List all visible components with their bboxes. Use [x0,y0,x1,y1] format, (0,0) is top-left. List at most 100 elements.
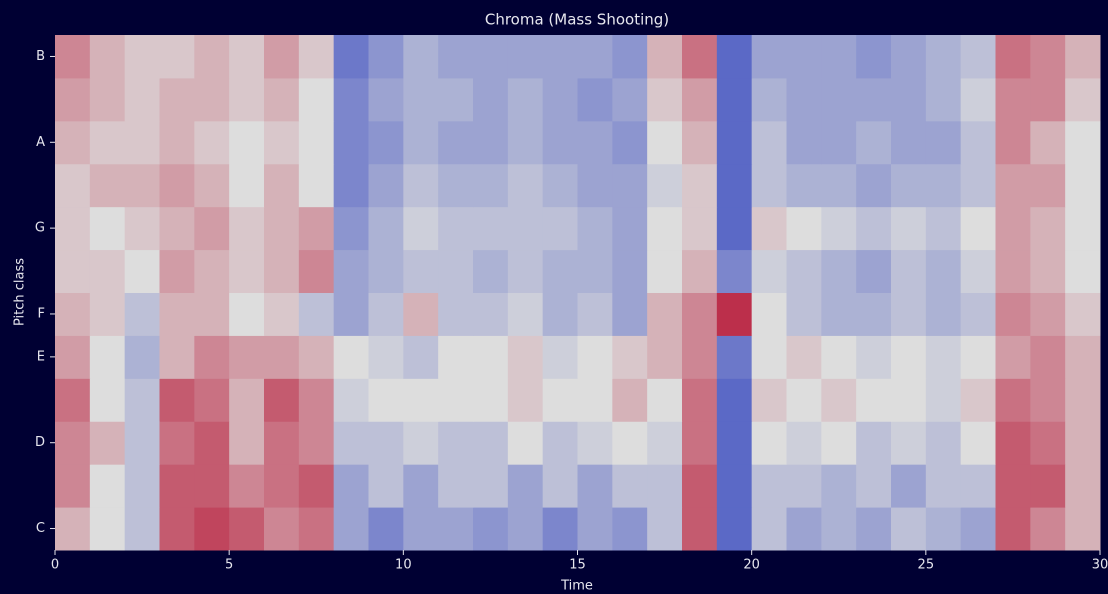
heatmap-cell [925,464,962,508]
chart-title: Chroma (Mass Shooting) [485,11,669,29]
heatmap-cell [473,421,509,465]
heatmap-cell [507,77,544,122]
heatmap-cell [542,163,578,208]
heatmap-cell [89,206,126,251]
heatmap-cell [507,335,544,379]
heatmap-cell [716,335,753,379]
heatmap-cell [124,335,160,379]
heatmap-cell [333,421,369,465]
heatmap-cell [786,378,822,422]
heatmap-cell [612,249,648,293]
heatmap-cell [542,335,578,379]
heatmap-cell [473,77,509,122]
heatmap-cell [682,249,718,293]
heatmap-cell [542,77,578,122]
heatmap-cell [368,292,404,336]
heatmap-cell [333,163,369,208]
heatmap-cell [89,378,126,422]
heatmap-cell [55,249,91,293]
heatmap-cell [55,507,91,551]
heatmap-cell [995,249,1031,293]
heatmap-cell [577,249,613,293]
heatmap-cell [821,77,857,122]
heatmap-cell [786,335,822,379]
heatmap-cell [333,292,369,336]
heatmap-cell [368,249,404,293]
heatmap-cell [647,464,683,508]
heatmap-cell [891,421,927,465]
heatmap-cell [438,378,474,422]
heatmap-cell [89,35,126,79]
heatmap-cell [542,421,578,465]
heatmap-cell [438,507,474,551]
heatmap-cell [333,120,369,165]
heatmap-cell [856,206,892,251]
heatmap-cell [264,120,300,165]
heatmap-cell [577,464,613,508]
heatmap-cell [438,249,474,293]
heatmap-cell [891,249,927,293]
heatmap-cell [577,421,613,465]
heatmap-cell [473,206,509,251]
heatmap-cell [891,292,927,336]
heatmap-cell [298,378,335,422]
heatmap-cell [55,335,91,379]
heatmap-cell [507,378,544,422]
heatmap-cell [716,35,753,79]
heatmap-cell [542,35,578,79]
heatmap-cell [647,421,683,465]
heatmap-cell [89,335,126,379]
y-tick-label: G [35,221,45,236]
heatmap-cell [612,35,648,79]
heatmap-cell [368,378,404,422]
heatmap-cell [403,421,439,465]
heatmap-cell [891,35,927,79]
heatmap-cell [960,120,996,165]
heatmap-cell [229,35,265,79]
heatmap-cell [89,421,126,465]
heatmap-cell [438,206,474,251]
heatmap-cell [438,120,474,165]
heatmap-cell [194,163,230,208]
heatmap-cell [542,507,578,551]
heatmap-cell [925,35,962,79]
heatmap-cell [577,335,613,379]
heatmap-cell [716,163,753,208]
heatmap-cell [751,163,787,208]
heatmap-cell [229,77,265,122]
heatmap-cell [368,163,404,208]
heatmap-cell [159,163,195,208]
x-tick-label: 15 [569,558,586,573]
heatmap-cell [473,464,509,508]
heatmap-cell [751,464,787,508]
heatmap-cell [716,378,753,422]
heatmap-cell [194,77,230,122]
heatmap-cell [264,464,300,508]
heatmap-cell [542,378,578,422]
heatmap-cell [856,163,892,208]
heatmap-cell [647,120,683,165]
heatmap-cell [577,35,613,79]
heatmap-cell [682,421,718,465]
heatmap-cell [264,206,300,251]
heatmap-cell [507,292,544,336]
heatmap-cell [960,507,996,551]
heatmap-cell [403,120,439,165]
heatmap-cell [298,163,335,208]
heatmap-cell [55,206,91,251]
heatmap-cell [612,120,648,165]
heatmap-cell [507,120,544,165]
heatmap-cell [856,507,892,551]
heatmap-cell [821,378,857,422]
heatmap-cell [159,464,195,508]
heatmap-cell [159,421,195,465]
heatmap-cell [960,378,996,422]
heatmap-cell [438,77,474,122]
heatmap-cell [891,378,927,422]
heatmap-cell [995,421,1031,465]
heatmap-cell [716,507,753,551]
heatmap-cell [55,421,91,465]
heatmap-cell [751,77,787,122]
heatmap-cell [647,378,683,422]
